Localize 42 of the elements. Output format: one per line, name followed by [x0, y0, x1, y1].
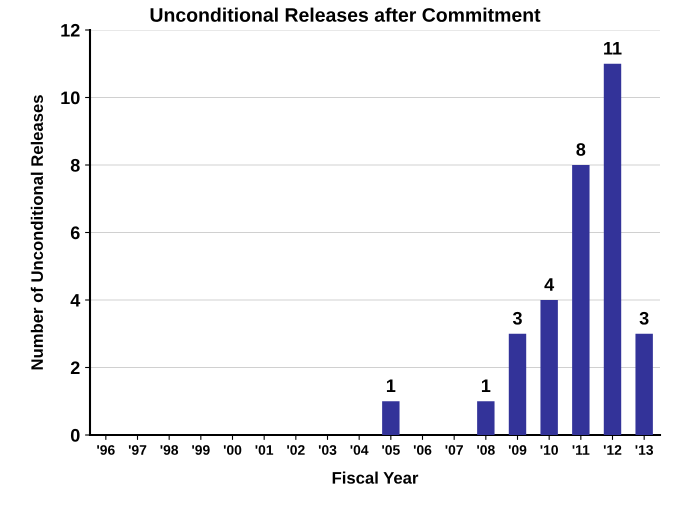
bar	[508, 334, 526, 435]
chart-title: Unconditional Releases after Commitment	[150, 8, 540, 22]
x-tick-label: '06	[414, 445, 432, 455]
data-label: 1	[482, 380, 490, 392]
y-tick-label: 2	[70, 361, 80, 374]
bar	[382, 401, 400, 435]
y-tick-label: 8	[70, 158, 80, 172]
x-tick-label: '04	[350, 445, 368, 455]
x-tick-label: '03	[318, 445, 336, 455]
y-tick-label: 6	[70, 226, 80, 240]
y-axis-title: Number of Unconditional Releases	[30, 95, 44, 370]
x-tick-label: '12	[604, 445, 622, 455]
data-label: 4	[544, 278, 554, 291]
data-label: 8	[576, 143, 586, 156]
y-tick-label: 0	[70, 428, 80, 442]
bar	[635, 334, 653, 435]
y-tick-label: 12	[61, 24, 80, 37]
data-label: 1	[386, 380, 396, 392]
bar	[477, 401, 495, 435]
x-tick-label: '01	[256, 445, 274, 455]
x-tick-label: '98	[160, 445, 178, 455]
x-tick-label: '07	[446, 445, 463, 455]
x-tick-label: '08	[477, 445, 495, 455]
x-axis-title: Fiscal Year	[332, 472, 418, 484]
x-tick-label: '11	[572, 445, 590, 455]
bar	[572, 165, 590, 435]
x-tick-label: '10	[540, 445, 558, 455]
x-tick-label: '99	[192, 445, 210, 455]
x-tick-label: '09	[508, 445, 526, 455]
bar	[540, 300, 558, 435]
x-tick-label: '00	[224, 445, 242, 455]
x-tick-label: '97	[128, 445, 146, 455]
x-tick-label: '13	[636, 445, 654, 455]
data-label: 3	[640, 312, 649, 325]
y-tick-label: 4	[70, 294, 80, 307]
data-label: 11	[604, 42, 622, 54]
x-tick-label: '05	[382, 445, 400, 455]
data-label: 3	[512, 312, 522, 325]
x-tick-label: '02	[287, 445, 305, 455]
bar	[604, 64, 622, 435]
y-tick-label: 10	[61, 91, 80, 104]
x-tick-label: '96	[97, 445, 115, 455]
